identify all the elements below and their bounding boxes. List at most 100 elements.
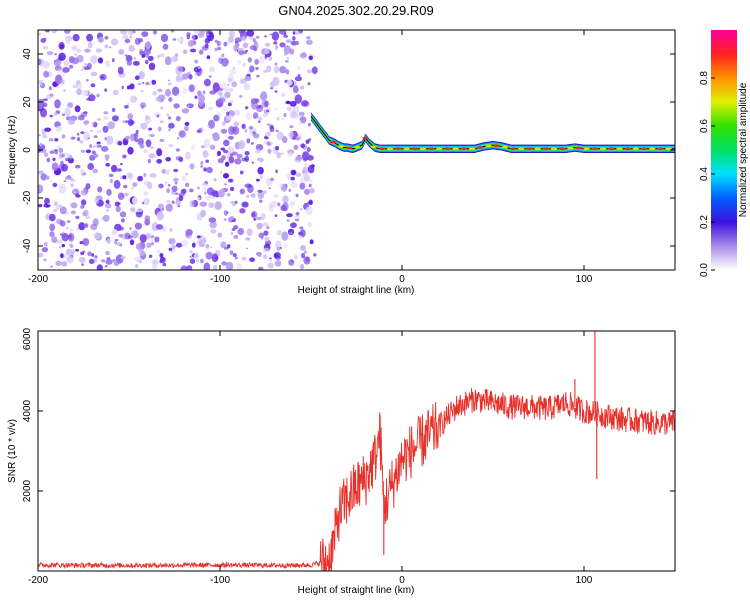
noise-dot — [68, 177, 73, 181]
noise-dot — [245, 237, 251, 241]
noise-dot — [253, 133, 260, 139]
noise-dot — [299, 182, 306, 190]
noise-dot — [148, 127, 153, 131]
colorbar-tick-label: 0.0 — [699, 263, 710, 277]
noise-dot — [276, 131, 284, 140]
noise-dot — [239, 188, 245, 195]
noise-dot — [155, 224, 164, 230]
noise-dot — [238, 140, 246, 150]
noise-dot — [72, 33, 80, 42]
noise-dot — [197, 186, 200, 190]
noise-dot — [67, 105, 70, 110]
noise-dot — [186, 265, 193, 270]
noise-dot — [302, 170, 306, 174]
noise-dot — [111, 259, 117, 263]
x-tick-label: -100 — [210, 575, 230, 586]
noise-dot — [266, 109, 270, 113]
noise-dot — [128, 45, 135, 52]
noise-dot — [63, 30, 71, 34]
noise-dot — [308, 55, 313, 61]
noise-dot — [199, 49, 204, 55]
noise-dot — [96, 93, 100, 98]
noise-dot — [38, 203, 43, 208]
ridge-band-3 — [311, 114, 675, 151]
noise-dot — [209, 220, 217, 229]
noise-dot — [233, 44, 239, 52]
noise-dot — [84, 66, 90, 70]
noise-dot — [298, 231, 303, 236]
noise-dot — [159, 106, 164, 110]
noise-dot — [295, 41, 299, 45]
noise-dot — [190, 48, 197, 53]
noise-dot — [84, 63, 88, 66]
noise-dot — [141, 82, 145, 84]
noise-dot — [144, 41, 152, 50]
noise-dot — [232, 253, 237, 258]
noise-dot — [214, 47, 218, 52]
noise-dot — [242, 62, 247, 67]
noise-dot — [220, 82, 228, 90]
noise-dot — [111, 107, 116, 113]
noise-dot — [178, 130, 186, 138]
noise-dot — [258, 266, 264, 270]
noise-dot — [242, 42, 249, 49]
noise-dot — [152, 91, 157, 96]
noise-dot — [51, 162, 59, 172]
noise-dot — [282, 195, 289, 204]
noise-dot — [143, 148, 148, 154]
noise-dot — [275, 169, 278, 174]
noise-dot — [150, 235, 155, 239]
noise-dot — [257, 116, 261, 120]
noise-dot — [103, 111, 109, 115]
noise-dot — [97, 144, 102, 148]
ridge-peak — [436, 147, 443, 151]
noise-dot — [286, 219, 290, 222]
noise-dot — [289, 231, 293, 235]
noise-dot — [181, 239, 189, 248]
noise-dot — [276, 117, 280, 121]
snr-x-axis-label: Height of straight line (km) — [298, 585, 415, 596]
noise-dot — [145, 139, 152, 148]
noise-dot — [130, 186, 135, 190]
y-tick-label: 6000 — [22, 327, 33, 350]
noise-dot — [201, 45, 209, 51]
noise-dot — [64, 157, 70, 162]
noise-dot — [185, 173, 189, 176]
noise-dot — [230, 216, 235, 220]
noise-dot — [54, 99, 61, 109]
noise-dot — [218, 91, 223, 96]
ridge-peak — [640, 147, 648, 151]
colorbar: 0.0 0.2 0.4 0.6 0.8 Normalized spectral ampl… — [699, 30, 749, 277]
noise-dot — [89, 144, 93, 149]
noise-dot — [117, 192, 125, 200]
noise-dot — [134, 75, 140, 80]
noise-dot — [200, 209, 206, 218]
noise-dot — [151, 79, 157, 85]
noise-dot — [267, 262, 275, 269]
noise-dot — [59, 206, 67, 215]
noise-dot — [264, 100, 269, 108]
noise-dot — [288, 188, 292, 192]
noise-dot — [284, 52, 288, 56]
noise-dot — [80, 112, 88, 118]
y-tick-label: 0 — [22, 147, 33, 153]
noise-dot — [175, 199, 181, 206]
noise-dot — [290, 110, 297, 118]
noise-dot — [46, 157, 51, 163]
noise-dot — [229, 68, 237, 75]
noise-dot — [84, 49, 90, 53]
noise-dot — [307, 155, 314, 161]
noise-dot — [222, 149, 229, 154]
noise-dot — [104, 88, 108, 92]
noise-dot — [66, 220, 71, 223]
noise-dot — [127, 113, 133, 120]
noise-dot — [167, 79, 171, 82]
noise-dot — [227, 135, 234, 140]
noise-dot — [290, 181, 298, 188]
noise-dot — [133, 56, 137, 61]
noise-dot — [198, 128, 203, 134]
ridge-peak — [493, 144, 500, 147]
noise-dot — [241, 123, 246, 129]
noise-dot — [170, 30, 175, 33]
noise-dot — [129, 83, 135, 90]
